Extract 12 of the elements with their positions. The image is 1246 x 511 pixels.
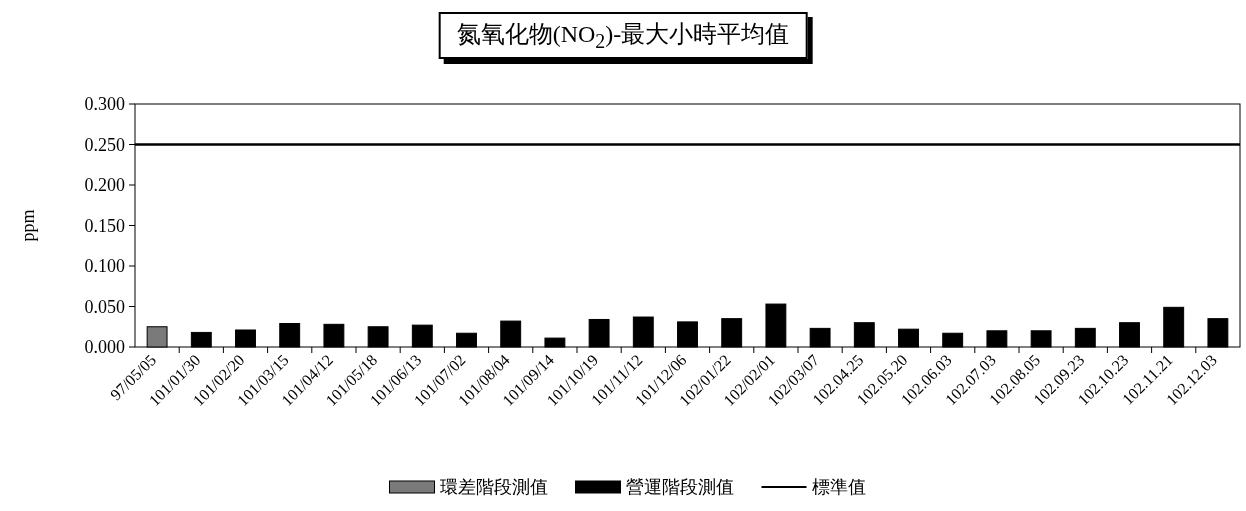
- legend-label: 標準值: [811, 477, 866, 497]
- y-tick-label: 0.000: [84, 337, 125, 357]
- y-tick-label: 0.200: [84, 175, 125, 195]
- y-tick-label: 0.250: [84, 134, 125, 155]
- y-tick-label: 0.100: [84, 256, 125, 276]
- legend-label: 營運階段測值: [625, 477, 734, 497]
- legend-label: 環差階段測值: [439, 477, 548, 497]
- y-tick-label: 0.150: [84, 215, 125, 236]
- chart-title: 氮氧化物(NO$_{2}$)-最大小時平均值: [438, 12, 808, 59]
- y-axis-title: ppm: [18, 209, 38, 242]
- y-tick-label: 0.050: [84, 296, 125, 317]
- y-tick-label: 0.300: [84, 94, 125, 114]
